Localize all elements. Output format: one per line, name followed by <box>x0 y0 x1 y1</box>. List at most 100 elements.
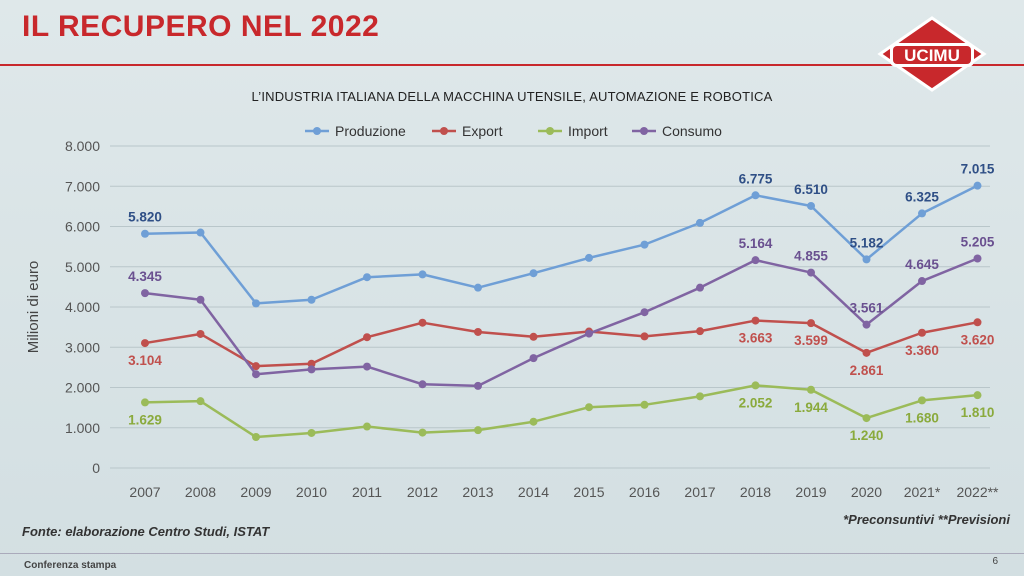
source-note: Fonte: elaborazione Centro Studi, ISTAT <box>22 524 270 539</box>
legend-marker <box>546 127 554 135</box>
data-label: 4.645 <box>905 257 939 272</box>
data-point <box>640 332 649 341</box>
data-label: 1.944 <box>794 400 828 415</box>
data-point <box>751 191 760 200</box>
data-point <box>529 269 538 278</box>
data-point <box>585 253 593 262</box>
data-point <box>252 299 260 308</box>
chart-title: L’INDUSTRIA ITALIANA DELLA MACCHINA UTEN… <box>251 89 773 104</box>
data-point <box>918 209 926 218</box>
data-point <box>973 318 982 327</box>
data-point <box>696 327 704 336</box>
logo-text: UCIMU <box>904 46 960 65</box>
x-tick-label: 2008 <box>185 484 216 500</box>
data-point <box>918 328 926 337</box>
data-label: 5.164 <box>739 236 773 251</box>
data-label: 4.855 <box>794 249 828 264</box>
data-label: 7.015 <box>961 162 995 177</box>
data-point <box>307 359 316 368</box>
data-label: 3.104 <box>128 353 162 368</box>
data-point <box>418 270 427 279</box>
data-label: 6.510 <box>794 182 828 197</box>
data-label: 2.861 <box>850 363 884 378</box>
x-tick-label: 2015 <box>573 484 604 500</box>
data-point <box>363 422 371 431</box>
footer-divider <box>0 553 1024 554</box>
footnote: *Preconsuntivi **Previsioni <box>843 512 1010 527</box>
data-point <box>141 229 149 238</box>
data-label: 3.561 <box>850 301 884 316</box>
data-point <box>807 385 815 394</box>
legend-label: Import <box>568 123 608 139</box>
data-point <box>196 397 205 406</box>
data-point <box>141 289 149 298</box>
data-point <box>807 319 815 328</box>
data-label: 3.663 <box>739 331 773 346</box>
data-label: 6.325 <box>905 189 939 204</box>
data-point <box>973 391 982 400</box>
data-point <box>418 318 427 327</box>
data-point <box>862 255 871 264</box>
data-point <box>307 365 316 374</box>
data-point <box>862 348 871 357</box>
slide-title: IL RECUPERO NEL 2022 <box>22 10 380 43</box>
data-label: 3.620 <box>961 332 995 347</box>
legend-label: Consumo <box>662 123 722 139</box>
data-point <box>363 273 371 282</box>
data-point <box>751 316 760 325</box>
data-label: 5.182 <box>850 235 884 250</box>
data-label: 2.052 <box>739 395 773 410</box>
data-point <box>529 332 538 341</box>
y-tick-label: 2.000 <box>65 380 100 396</box>
data-point <box>252 362 260 371</box>
legend-marker <box>640 127 648 135</box>
data-point <box>918 396 926 405</box>
x-tick-label: 2021* <box>904 484 941 500</box>
x-tick-label: 2020 <box>851 484 882 500</box>
x-tick-label: 2013 <box>462 484 493 500</box>
data-point <box>529 417 538 426</box>
x-tick-label: 2012 <box>407 484 438 500</box>
data-point <box>696 283 704 292</box>
y-axis-label: Milioni di euro <box>25 261 42 354</box>
data-point <box>474 426 482 435</box>
y-tick-label: 0 <box>92 460 100 476</box>
x-tick-label: 2018 <box>740 484 771 500</box>
data-point <box>807 268 815 277</box>
data-point <box>196 295 205 304</box>
legend-marker <box>440 127 448 135</box>
data-point <box>474 381 482 390</box>
data-label: 1.240 <box>850 428 884 443</box>
y-tick-label: 8.000 <box>65 138 100 154</box>
x-tick-label: 2019 <box>795 484 826 500</box>
data-point <box>196 228 205 237</box>
data-point <box>474 327 482 336</box>
y-tick-label: 4.000 <box>65 299 100 315</box>
footer-label: Conferenza stampa <box>24 560 117 571</box>
data-point <box>418 380 427 389</box>
data-point <box>529 354 538 363</box>
data-label: 6.775 <box>739 171 773 186</box>
data-label: 4.345 <box>128 269 162 284</box>
legend-marker <box>313 127 321 135</box>
x-tick-label: 2011 <box>352 484 382 500</box>
data-label: 1.629 <box>128 412 162 427</box>
data-point <box>363 333 371 342</box>
series-line <box>144 319 978 368</box>
data-point <box>862 320 871 329</box>
data-point <box>973 254 982 263</box>
series-line <box>144 384 978 439</box>
data-point <box>141 339 149 348</box>
y-tick-label: 5.000 <box>65 259 100 275</box>
page-number: 6 <box>992 556 998 567</box>
x-tick-label: 2009 <box>240 484 271 500</box>
data-point <box>696 218 704 227</box>
data-label: 1.680 <box>905 410 939 425</box>
data-point <box>418 428 427 437</box>
data-point <box>363 362 371 371</box>
legend-label: Export <box>462 123 503 139</box>
x-tick-label: 2014 <box>518 484 549 500</box>
y-tick-label: 3.000 <box>65 339 100 355</box>
